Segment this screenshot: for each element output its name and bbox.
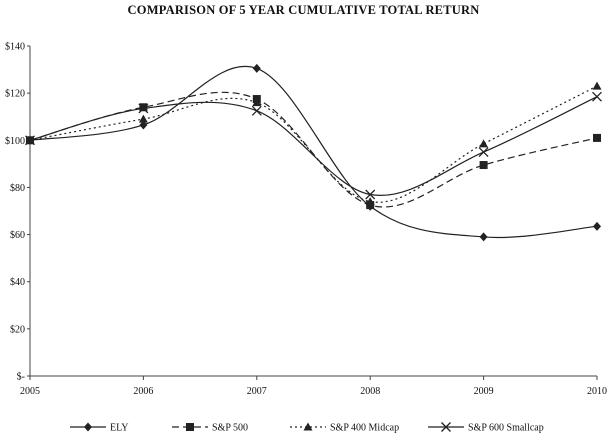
legend-marker <box>186 423 194 431</box>
legend-item-s-p-500: S&P 500 <box>172 423 248 433</box>
x-tick-label: 2006 <box>133 386 153 397</box>
legend: ELY S&P 500 S&P 400 Midcap S&P 600 Smallcap <box>70 422 544 433</box>
legend-label: S&P 600 Smallcap <box>468 423 544 433</box>
legend-label: ELY <box>110 423 128 433</box>
y-tick-label: $20 <box>10 324 25 335</box>
series-markers-layer <box>25 63 602 242</box>
x-marker-stroke <box>592 91 602 102</box>
data-point-s-p-400-midcap <box>479 139 489 148</box>
x-marker-stroke <box>365 189 376 200</box>
data-point-ely <box>252 63 261 73</box>
data-point-ely <box>479 232 488 242</box>
data-point-s-p-400-midcap <box>365 197 375 206</box>
x-marker-stroke <box>478 147 489 158</box>
x-tick-label: 2007 <box>247 386 267 397</box>
axes-layer: $- $20 $40 $60 $80 $100 $120 $140 2005 2006 2007 20… <box>5 42 607 398</box>
data-point-ely <box>593 221 601 231</box>
legend-item-s-p-600-smallcap: S&P 600 Smallcap <box>428 422 544 433</box>
data-point-s-p-600-smallcap <box>25 135 35 146</box>
data-point-s-p-500 <box>593 133 601 142</box>
x-tick-label: 2009 <box>474 386 494 397</box>
y-tick-label: $- <box>17 372 25 383</box>
x-tick-label: 2010 <box>587 386 607 397</box>
data-point-s-p-600-smallcap <box>592 91 602 102</box>
legend-marker <box>441 422 451 432</box>
y-tick-label: $120 <box>5 89 25 100</box>
x-tick-label: 2008 <box>360 386 380 397</box>
series-line-s-p-600-smallcap <box>29 96 598 197</box>
data-point-s-p-400-midcap <box>252 98 262 107</box>
series-line-s-p-500 <box>29 91 598 208</box>
y-tick-label: $40 <box>10 277 25 288</box>
legend-label: S&P 500 <box>212 423 248 433</box>
x-marker-stroke <box>251 105 262 116</box>
series-line-ely <box>29 65 598 239</box>
data-point-s-p-400-midcap <box>138 114 148 123</box>
x-marker-stroke <box>25 135 35 146</box>
legend-label: S&P 400 Midcap <box>330 423 399 433</box>
data-point-s-p-500 <box>479 161 488 170</box>
data-point-s-p-600-smallcap <box>478 147 489 158</box>
x-marker-stroke <box>138 103 149 114</box>
y-tick-label: $140 <box>5 42 25 53</box>
y-tick-label: $60 <box>10 230 25 241</box>
series-line-s-p-400-midcap <box>29 85 598 203</box>
y-tick-label: $100 <box>5 136 25 147</box>
data-point-s-p-400-midcap <box>592 81 602 90</box>
data-point-s-p-600-smallcap <box>138 103 149 114</box>
x-tick-label: 2005 <box>20 386 40 397</box>
x-marker-stroke <box>441 422 451 432</box>
y-tick-label: $80 <box>10 183 25 194</box>
legend-marker <box>84 422 92 432</box>
legend-marker <box>303 422 313 431</box>
legend-item-ely: ELY <box>70 422 128 433</box>
data-point-s-p-500 <box>139 103 148 112</box>
legend-item-s-p-400-midcap: S&P 400 Midcap <box>290 422 399 433</box>
data-point-s-p-600-smallcap <box>365 189 376 200</box>
data-point-s-p-600-smallcap <box>251 105 262 116</box>
chart-title: COMPARISON OF 5 YEAR CUMULATIVE TOTAL RE… <box>127 3 480 17</box>
series-lines-layer <box>29 65 598 239</box>
data-point-s-p-500 <box>366 201 375 210</box>
data-point-ely <box>139 120 148 130</box>
